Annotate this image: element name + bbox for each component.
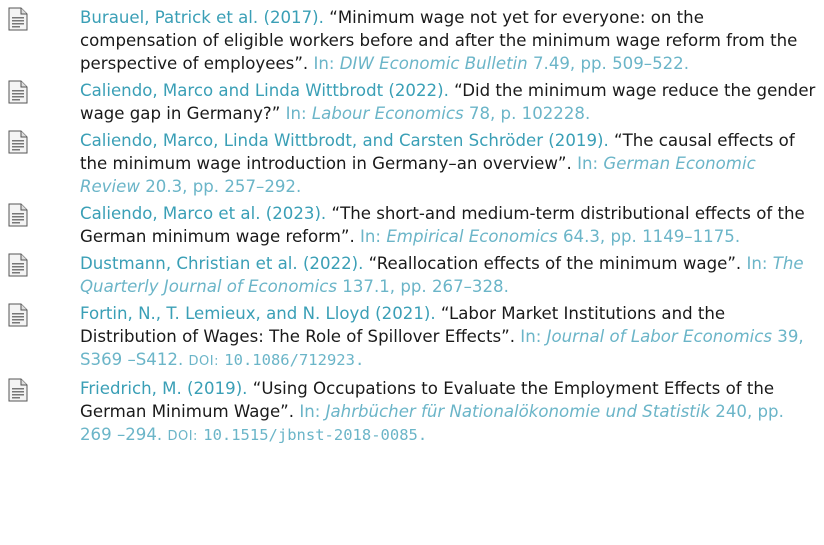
document-icon [8, 7, 28, 31]
title: “Reallocation effects of the minimum wag… [368, 254, 742, 273]
entry-icon [0, 79, 80, 125]
title: “Using Occupations to Evaluate the Emplo… [80, 379, 775, 421]
bib-entry: Dustmann, Christian et al. (2022). “Real… [0, 252, 824, 298]
author: Friedrich, M. (2019). [80, 379, 248, 398]
in-label: In: [299, 402, 321, 421]
document-icon [8, 378, 28, 402]
author: Fortin, N., T. Lemieux, and N. Lloyd (20… [80, 304, 436, 323]
journal: Jahrbücher für Nationalökonomie und Stat… [325, 402, 710, 421]
details: 7.49, pp. 509–522. [532, 54, 690, 73]
details: 137.1, pp. 267–328. [342, 277, 509, 296]
in-label: In: [520, 327, 542, 346]
title: “The causal effects of the minimum wage … [80, 131, 795, 173]
entry-text: Burauel, Patrick et al. (2017). “Minimum… [80, 6, 816, 75]
entry-text: Fortin, N., T. Lemieux, and N. Lloyd (20… [80, 302, 816, 373]
bib-entry: Fortin, N., T. Lemieux, and N. Lloyd (20… [0, 302, 824, 373]
doi: 10.1515/jbnst-2018-0085. [203, 426, 428, 444]
entry-icon [0, 129, 80, 198]
author: Burauel, Patrick et al. (2017). [80, 8, 324, 27]
details: 64.3, pp. 1149–1175. [562, 227, 741, 246]
doi: 10.1086/712923. [224, 351, 365, 369]
in-label: In: [285, 104, 307, 123]
details: 39, S369 –S412. [80, 327, 804, 369]
in-label: In: [360, 227, 382, 246]
in-label: In: [313, 54, 335, 73]
title: “Did the minimum wage reduce the gender … [80, 81, 816, 123]
entry-icon [0, 302, 80, 373]
document-icon [8, 253, 28, 277]
journal: German Economic Review [80, 154, 756, 196]
bib-entry: Caliendo, Marco and Linda Wittbrodt (202… [0, 79, 824, 125]
entry-text: Caliendo, Marco et al. (2023). “The shor… [80, 202, 816, 248]
entry-text: Friedrich, M. (2019). “Using Occupations… [80, 377, 816, 448]
journal: The Quarterly Journal of Economics [80, 254, 804, 296]
bib-entry: Burauel, Patrick et al. (2017). “Minimum… [0, 6, 824, 75]
entry-text: Dustmann, Christian et al. (2022). “Real… [80, 252, 816, 298]
author: Caliendo, Marco et al. (2023). [80, 204, 327, 223]
journal: Empirical Economics [386, 227, 558, 246]
bib-entry: Caliendo, Marco et al. (2023). “The shor… [0, 202, 824, 248]
journal: Labour Economics [311, 104, 464, 123]
details: 78, p. 102228. [468, 104, 591, 123]
entry-icon [0, 252, 80, 298]
document-icon [8, 80, 28, 104]
entry-text: Caliendo, Marco, Linda Wittbrodt, and Ca… [80, 129, 816, 198]
in-label: In: [746, 254, 768, 273]
document-icon [8, 303, 28, 327]
in-label: In: [577, 154, 599, 173]
journal: Journal of Labor Economics [546, 327, 772, 346]
entry-text: Caliendo, Marco and Linda Wittbrodt (202… [80, 79, 816, 125]
entry-icon [0, 377, 80, 448]
doi-label: DOI: [167, 429, 198, 444]
title: “Labor Market Institutions and the Distr… [80, 304, 726, 346]
journal: DIW Economic Bulletin [339, 54, 528, 73]
author: Dustmann, Christian et al. (2022). [80, 254, 364, 273]
entry-icon [0, 6, 80, 75]
document-icon [8, 130, 28, 154]
bib-entry: Friedrich, M. (2019). “Using Occupations… [0, 377, 824, 448]
author: Caliendo, Marco and Linda Wittbrodt (202… [80, 81, 449, 100]
bib-entry: Caliendo, Marco, Linda Wittbrodt, and Ca… [0, 129, 824, 198]
entry-icon [0, 202, 80, 248]
details: 240, pp. 269 –294. [80, 402, 784, 444]
title: “The short-and medium-term distributiona… [80, 204, 805, 246]
title: “Minimum wage not yet for everyone: on t… [80, 8, 798, 73]
author: Caliendo, Marco, Linda Wittbrodt, and Ca… [80, 131, 609, 150]
doi-label: DOI: [188, 354, 220, 369]
document-icon [8, 203, 28, 227]
details: 20.3, pp. 257–292. [145, 177, 302, 196]
